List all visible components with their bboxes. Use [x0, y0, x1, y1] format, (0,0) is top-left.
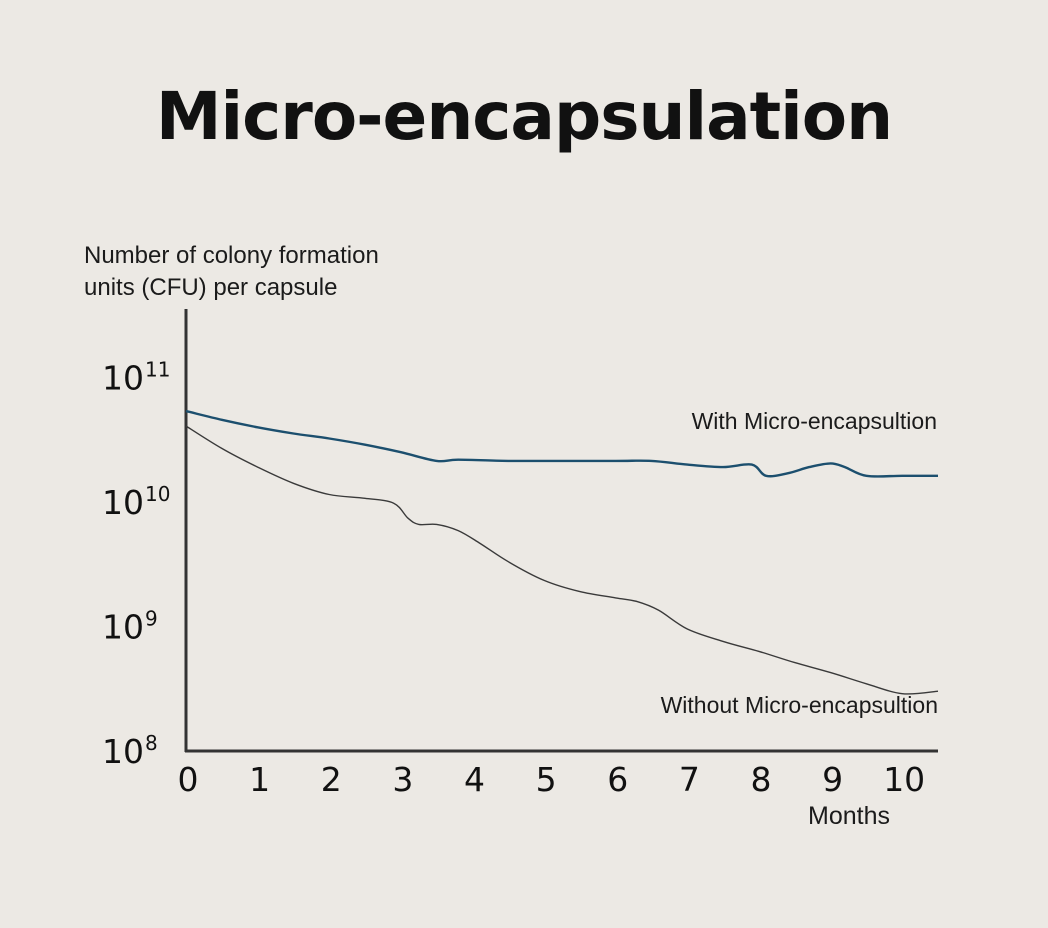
x-tick-label-8: 8 — [750, 760, 771, 799]
chart-title: Micro-encapsulation — [155, 78, 893, 155]
x-tick-label-9: 9 — [822, 760, 843, 799]
axes — [184, 309, 938, 753]
x-tick-label-2: 2 — [321, 760, 342, 799]
y-tick-label-10: 1010 — [102, 482, 170, 522]
x-tick-label-4: 4 — [464, 760, 485, 799]
y-tick-label-11: 1011 — [102, 357, 170, 397]
series-lines — [185, 409, 939, 695]
y-tick-labels: 1011 1010 109 108 — [102, 357, 170, 771]
x-tick-label-0: 0 — [178, 760, 199, 799]
y-axis-label: Number of colony formation units (CFU) p… — [84, 240, 379, 304]
y-tick-label-8: 108 — [102, 731, 158, 771]
x-tick-label-10: 10 — [883, 760, 925, 799]
series-line-without-microencapsulation — [185, 425, 939, 695]
series-label-with: With Micro-encapsultion — [692, 408, 937, 434]
y-axis-label-line-2: units (CFU) per capsule — [84, 274, 338, 301]
x-tick-label-6: 6 — [607, 760, 628, 799]
series-line-with-microencapsulation — [185, 409, 938, 478]
series-label-without: Without Micro-encapsultion — [661, 692, 938, 718]
x-tick-label-1: 1 — [249, 760, 270, 799]
x-tick-label-5: 5 — [536, 760, 557, 799]
y-tick-label-9: 109 — [102, 606, 158, 646]
x-tick-label-3: 3 — [392, 760, 413, 799]
x-axis-label: Months — [808, 802, 890, 830]
y-axis-label-line-1: Number of colony formation — [84, 242, 379, 269]
x-tick-label-7: 7 — [679, 760, 700, 799]
x-tick-labels: 0 1 2 3 4 5 6 7 8 9 10 — [178, 760, 926, 799]
